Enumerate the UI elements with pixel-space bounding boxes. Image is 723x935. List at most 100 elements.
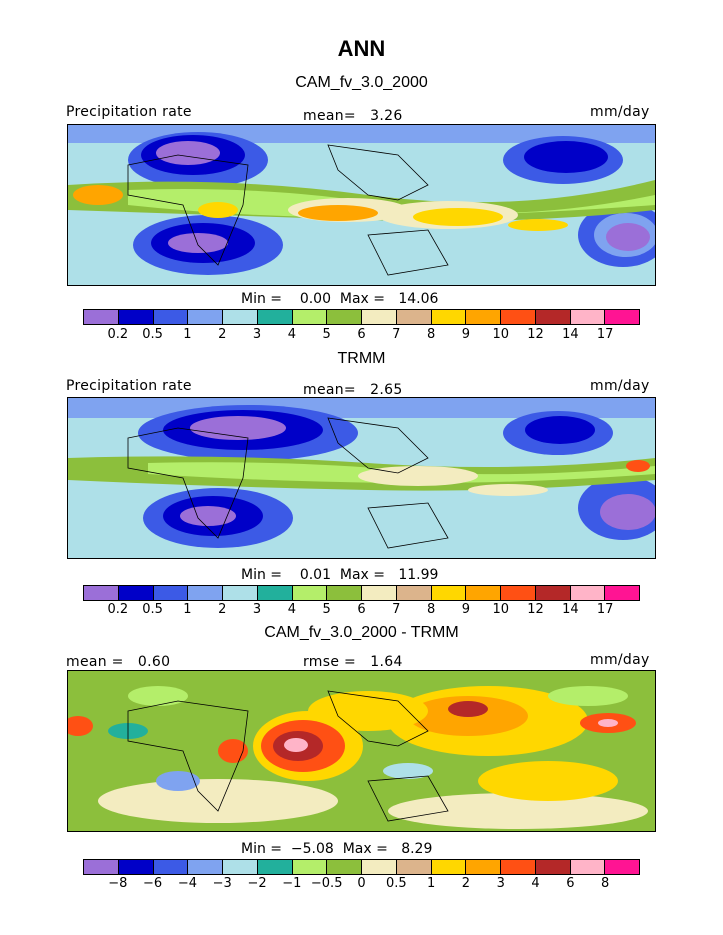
colorbar-swatch: [257, 310, 293, 324]
colorbar-tick-label: 10: [492, 327, 510, 342]
colorbar-swatch: [257, 586, 293, 600]
colorbar-tick-label: 0: [357, 876, 366, 891]
colorbar-swatch: [396, 860, 432, 874]
colorbar-tick-label: 4: [531, 876, 540, 891]
colorbar-tick-label: 3: [252, 602, 262, 617]
colorbar-swatch: [223, 310, 258, 324]
colorbar-tick-label: 8: [601, 876, 610, 891]
colorbar-tick-label: 6: [566, 876, 575, 891]
colorbar-tick-label: 12: [527, 602, 544, 617]
colorbar-swatch: [535, 310, 571, 324]
colorbar-swatch: [362, 860, 397, 874]
colorbar-tick-label: 8: [426, 327, 436, 342]
colorbar-swatch: [431, 586, 467, 600]
panel-title-obs: TRMM: [337, 350, 386, 367]
colorbar-tick-label: 7: [392, 602, 401, 617]
colorbar-swatch: [118, 860, 154, 874]
colorbar-swatch: [153, 860, 189, 874]
stats-diff: Min = −5.08 Max = 8.29: [241, 841, 433, 857]
colorbar-tick-label: 8: [426, 602, 436, 617]
colorbar-tick-label: −6: [143, 876, 163, 891]
mean-label: mean= 3.26: [303, 108, 403, 124]
colorbar-swatch: [292, 860, 328, 874]
colorbar-swatch: [396, 310, 432, 324]
colorbar-swatch: [153, 586, 189, 600]
map-model-precipitation: [67, 124, 656, 286]
colorbar-swatch: [327, 310, 362, 324]
colorbar-tick-label: 5: [322, 602, 331, 617]
colorbar-swatch: [84, 586, 119, 600]
colorbar-tick-label: 0.2: [107, 327, 129, 342]
colorbar-swatch: [466, 586, 501, 600]
colorbar-ticks-model: 0.2 0.5 1 2 3 4 5 6 7 8 9 10 12 14 17: [83, 327, 640, 343]
colorbar-tick-label: 9: [461, 602, 471, 617]
colorbar-tick-label: 12: [527, 327, 544, 342]
colorbar-tick-label: 6: [357, 602, 366, 617]
units-label: mm/day: [590, 652, 650, 668]
colorbar-swatch: [501, 860, 536, 874]
colorbar-tick-label: 1: [426, 876, 436, 891]
colorbar-swatch: [118, 310, 154, 324]
colorbar-tick-label: 4: [287, 327, 297, 342]
map-difference: [67, 670, 656, 832]
colorbar-swatch: [292, 586, 328, 600]
colorbar-tick-label: 10: [492, 602, 510, 617]
colorbar-model: [83, 309, 640, 325]
colorbar-swatch: [362, 310, 397, 324]
colorbar-swatch: [84, 310, 119, 324]
colorbar-ticks-diff: −8 −6 −4 −3 −2 −1 −0.5 0 0.5 1 2 3 4 6 8: [83, 876, 640, 892]
colorbar-tick-label: 9: [461, 327, 471, 342]
colorbar-swatch: [605, 586, 639, 600]
colorbar-tick-label: 3: [496, 876, 505, 891]
variable-label: Precipitation rate: [66, 378, 192, 394]
colorbar-swatch: [257, 860, 293, 874]
mean-label: mean= 2.65: [303, 382, 403, 398]
rmse-label: rmse = 1.64: [303, 654, 403, 670]
colorbar-tick-label: −8: [108, 876, 128, 891]
colorbar-tick-label: 1: [183, 602, 192, 617]
colorbar-swatch: [292, 310, 328, 324]
colorbar-swatch: [431, 860, 467, 874]
colorbar-swatch: [605, 860, 639, 874]
colorbar-swatch: [118, 586, 154, 600]
colorbar-swatch: [431, 310, 467, 324]
colorbar-swatch: [501, 310, 536, 324]
colorbar-swatch: [223, 586, 258, 600]
colorbar-tick-label: −1: [282, 876, 302, 891]
variable-label: Precipitation rate: [66, 104, 192, 120]
colorbar-swatch: [188, 860, 223, 874]
colorbar-diff: [83, 859, 640, 875]
colorbar-tick-label: −2: [247, 876, 267, 891]
colorbar-swatch: [84, 860, 119, 874]
main-title: ANN: [337, 36, 386, 61]
colorbar-tick-label: 14: [562, 327, 579, 342]
colorbar-tick-label: 6: [357, 327, 366, 342]
colorbar-ticks-obs: 0.2 0.5 1 2 3 4 5 6 7 8 9 10 12 14 17: [83, 602, 640, 618]
colorbar-tick-label: 0.2: [107, 602, 129, 617]
colorbar-tick-label: 14: [562, 602, 579, 617]
colorbar-swatch: [570, 860, 606, 874]
stats-model: Min = 0.00 Max = 14.06: [241, 291, 439, 307]
colorbar-swatch: [466, 860, 501, 874]
colorbar-swatch: [535, 860, 571, 874]
colorbar-tick-label: 0.5: [142, 327, 163, 342]
colorbar-tick-label: 0.5: [142, 602, 163, 617]
colorbar-swatch: [570, 586, 606, 600]
colorbar-swatch: [327, 860, 362, 874]
colorbar-tick-label: 5: [322, 327, 331, 342]
colorbar-tick-label: 2: [218, 602, 227, 617]
colorbar-swatch: [223, 860, 258, 874]
colorbar-swatch: [327, 586, 362, 600]
colorbar-tick-label: 2: [461, 876, 471, 891]
colorbar-tick-label: −3: [212, 876, 232, 891]
colorbar-tick-label: 17: [596, 602, 614, 617]
colorbar-swatch: [188, 310, 223, 324]
colorbar-tick-label: 0.5: [385, 876, 407, 891]
diff-mean-label: mean = 0.60: [66, 654, 171, 670]
colorbar-tick-label: −4: [177, 876, 198, 891]
colorbar-tick-label: 1: [183, 327, 192, 342]
colorbar-tick-label: 2: [218, 327, 227, 342]
colorbar-swatch: [466, 310, 501, 324]
colorbar-swatch: [535, 586, 571, 600]
colorbar-swatch: [153, 310, 189, 324]
